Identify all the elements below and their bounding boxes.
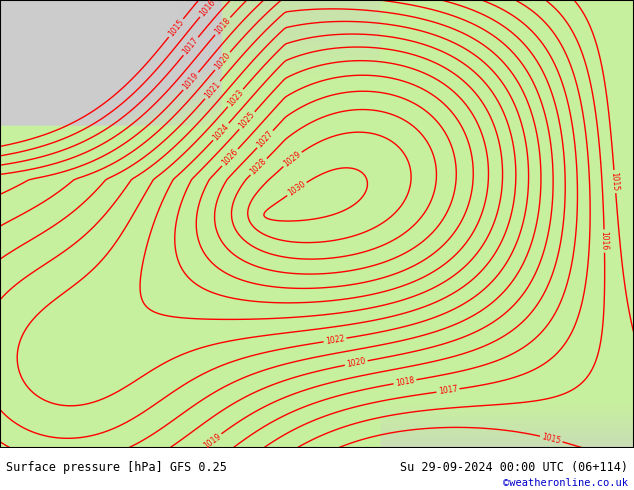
Text: 1015: 1015 — [167, 18, 186, 38]
Text: 1015: 1015 — [610, 172, 620, 192]
Text: 1025: 1025 — [237, 110, 257, 131]
Text: 1016: 1016 — [600, 231, 609, 251]
Text: 1030: 1030 — [287, 180, 307, 198]
Text: 1020: 1020 — [346, 357, 366, 369]
Text: Su 29-09-2024 00:00 UTC (06+114): Su 29-09-2024 00:00 UTC (06+114) — [399, 461, 628, 474]
Text: 1019: 1019 — [202, 431, 223, 450]
Text: 1019: 1019 — [181, 71, 200, 92]
Text: 1017: 1017 — [181, 36, 200, 56]
Text: Surface pressure [hPa] GFS 0.25: Surface pressure [hPa] GFS 0.25 — [6, 461, 227, 474]
Text: 1029: 1029 — [282, 149, 302, 169]
Text: 1017: 1017 — [438, 385, 458, 396]
Text: 1026: 1026 — [220, 147, 240, 168]
Text: 1018: 1018 — [395, 376, 415, 388]
Text: 1027: 1027 — [256, 129, 275, 149]
Text: 1016: 1016 — [198, 0, 217, 18]
Text: 1021: 1021 — [203, 80, 222, 100]
Text: 1024: 1024 — [211, 122, 231, 142]
Text: 1023: 1023 — [226, 88, 245, 108]
Text: 1015: 1015 — [541, 432, 562, 445]
Text: 1018: 1018 — [213, 16, 232, 36]
Text: ©weatheronline.co.uk: ©weatheronline.co.uk — [503, 478, 628, 488]
Text: 1022: 1022 — [325, 334, 345, 346]
Text: 1020: 1020 — [213, 51, 232, 72]
Text: 1028: 1028 — [249, 157, 269, 177]
